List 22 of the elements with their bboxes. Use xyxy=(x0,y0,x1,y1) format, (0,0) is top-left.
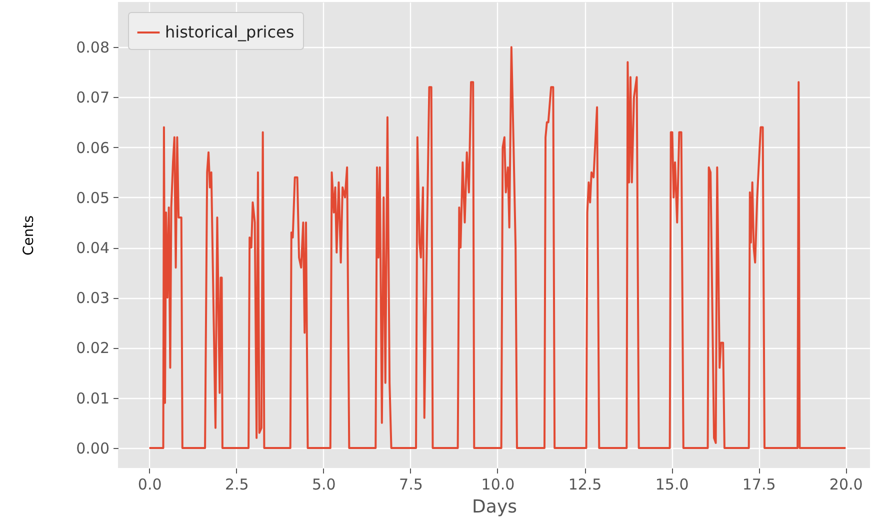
y-tick-label: 0.04 xyxy=(76,239,110,258)
y-tick-label: 0.01 xyxy=(76,389,110,408)
x-tick-label: 17.5 xyxy=(742,476,776,494)
y-tick-label: 0.08 xyxy=(76,38,110,57)
x-tick-label: 20.0 xyxy=(829,476,863,494)
x-tick-label: 2.5 xyxy=(224,476,249,494)
legend-label: historical_prices xyxy=(165,22,294,42)
line-series xyxy=(148,46,847,449)
y-tick-label: 0.00 xyxy=(76,439,110,458)
x-tick-label: 15.0 xyxy=(655,476,689,494)
x-tick-label: 7.5 xyxy=(399,476,423,494)
y-axis-title: Cents xyxy=(21,215,38,256)
y-tick-label: 0.07 xyxy=(76,88,110,107)
x-tick-label: 0.0 xyxy=(138,476,162,494)
y-tick-label: 0.03 xyxy=(76,289,110,308)
x-tick-label: 12.5 xyxy=(568,476,602,494)
y-tick-label: 0.06 xyxy=(76,138,110,157)
x-tick-label: 10.0 xyxy=(481,476,515,494)
x-axis-title: Days xyxy=(472,496,517,518)
x-tick-label: 5.0 xyxy=(312,476,336,494)
y-tick-label: 0.05 xyxy=(76,188,110,207)
y-tick-label: 0.02 xyxy=(76,339,110,358)
